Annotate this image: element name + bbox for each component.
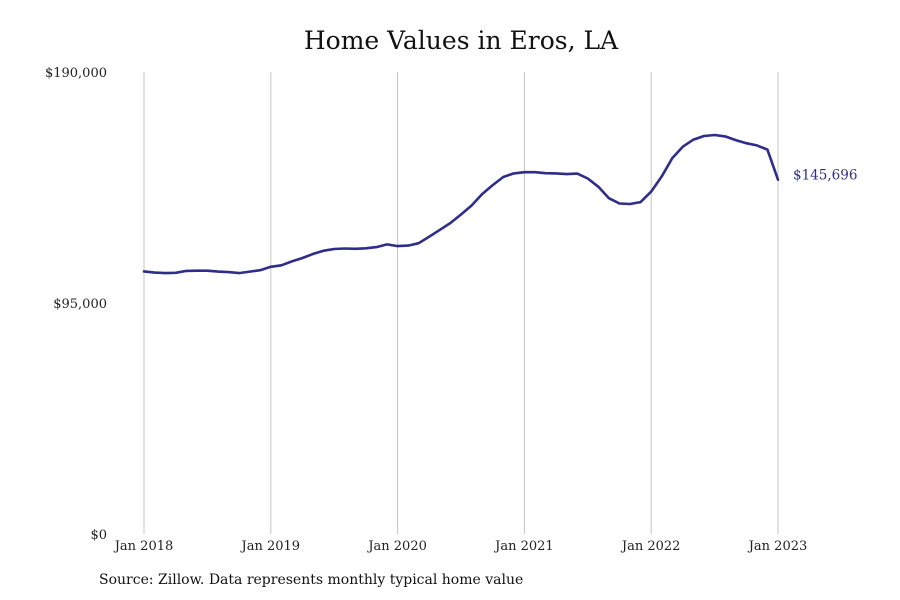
x-axis-ticks: Jan 2018 Jan 2019 Jan 2020 Jan 2021 Jan 2022… (113, 539, 808, 554)
source-note: Source: Zillow. Data represents monthly … (99, 572, 524, 588)
x-tick-label: Jan 2021 (493, 539, 554, 554)
series-line-home-value (142, 133, 780, 275)
x-tick-label: Jan 2019 (240, 539, 301, 554)
x-tick-label: Jan 2020 (366, 539, 427, 554)
x-tick-label: Jan 2018 (113, 539, 174, 554)
x-tick-label: Jan 2022 (620, 539, 681, 554)
y-axis-ticks: $0 $95,000 $190,000 (45, 66, 107, 543)
chart-title: Home Values in Eros, LA (303, 26, 619, 55)
end-value-label: $145,696 (793, 168, 857, 184)
gridlines (143, 72, 779, 534)
y-tick-label: $190,000 (45, 66, 107, 81)
y-tick-label: $95,000 (53, 297, 107, 312)
y-tick-label: $0 (90, 528, 107, 543)
x-tick-label: Jan 2023 (747, 539, 808, 554)
